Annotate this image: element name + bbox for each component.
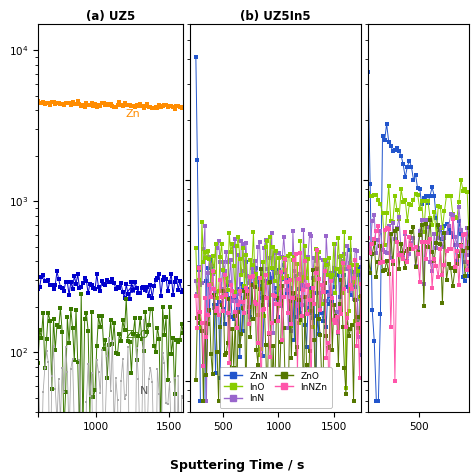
Text: ZnO: ZnO (125, 330, 149, 340)
Legend: ZnN, InO, InN, ZnO, InNZn: ZnN, InO, InN, ZnO, InNZn (219, 367, 332, 408)
Text: ZnN: ZnN (125, 284, 148, 295)
Text: N: N (140, 386, 148, 396)
Text: Zn: Zn (125, 109, 140, 119)
Title: (a) UZ5: (a) UZ5 (86, 9, 135, 23)
Text: Sputtering Time / s: Sputtering Time / s (170, 459, 304, 472)
Title: (b) UZ5In5: (b) UZ5In5 (240, 9, 311, 23)
